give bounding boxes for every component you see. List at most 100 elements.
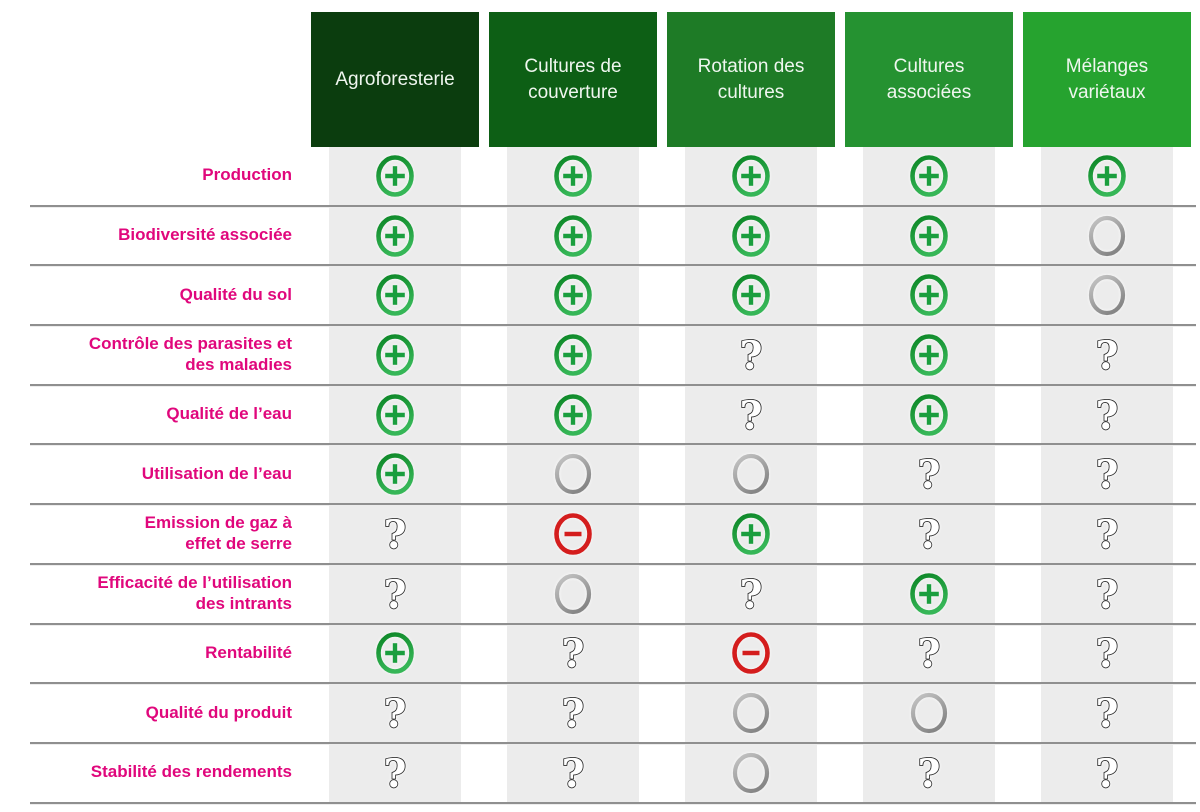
svg-text:?: ? [562,631,585,677]
plus-circle-icon [907,271,951,319]
question-mark-icon: ? [907,629,951,677]
table-cell [662,743,840,802]
column-stripe [329,743,461,802]
table-cell [1018,266,1196,325]
question-mark-icon: ? [1085,391,1129,439]
column-stripe [1041,564,1173,623]
header-column: Rotation des cultures [662,12,840,147]
header-column: Cultures de couverture [484,12,662,147]
svg-text:?: ? [1096,572,1119,618]
minus-circle-icon [729,629,773,677]
question-mark-icon: ? [373,570,417,618]
plus-circle-icon [551,271,595,319]
table-cell: ? [484,743,662,802]
column-stripe [507,624,639,683]
plus-circle-icon [907,391,951,439]
column-header: Cultures de couverture [489,12,657,147]
table-cell: ? [306,505,484,563]
table-row: Emission de gaz à effet de serre??? [30,505,1196,565]
row-label: Qualité de l’eau [166,404,292,424]
table-cell [662,684,840,742]
svg-text:?: ? [1096,333,1119,379]
svg-text:?: ? [1096,691,1119,737]
table-row: Contrôle des parasites et des maladies?? [30,326,1196,386]
question-mark-icon: ? [907,749,951,797]
question-mark-icon: ? [1085,689,1129,737]
table-cell: ? [1018,564,1196,623]
column-stripe [863,445,995,504]
empty-circle-icon [1085,212,1129,260]
question-mark-icon: ? [1085,331,1129,379]
svg-text:?: ? [1096,393,1119,439]
table-cell [840,385,1018,444]
table-cell: ? [1018,445,1196,504]
table-cell [306,445,484,504]
plus-circle-icon [729,152,773,200]
table-cell: ? [662,385,840,444]
svg-text:?: ? [384,691,407,737]
table-cell: ? [306,564,484,623]
table-cell [840,326,1018,384]
svg-text:?: ? [740,393,763,439]
svg-text:?: ? [384,751,407,797]
table-cell [306,266,484,325]
table-cell [840,684,1018,742]
table-cell: ? [1018,326,1196,384]
plus-circle-icon [1085,152,1129,200]
table-row: Qualité de l’eau?? [30,385,1196,446]
plus-circle-icon [551,331,595,379]
row-label: Production [202,165,292,185]
table-cell [484,445,662,504]
plus-circle-icon [907,331,951,379]
table-cell [306,624,484,683]
table-cell [662,505,840,563]
svg-text:?: ? [384,572,407,618]
question-mark-icon: ? [907,510,951,558]
column-header-label: Agroforesterie [335,68,455,90]
column-stripe [329,505,461,563]
plus-circle-icon [907,570,951,618]
column-stripe [863,624,995,683]
column-stripe [863,505,995,563]
column-stripe [1041,505,1173,563]
header-spacer [30,12,306,147]
plus-circle-icon [729,212,773,260]
row-label: Rentabilité [205,642,292,662]
column-stripe [863,743,995,802]
empty-circle-icon [907,689,951,737]
question-mark-icon: ? [1085,450,1129,498]
svg-text:?: ? [562,751,585,797]
table-row: Qualité du produit??? [30,684,1196,744]
table-cell: ? [840,624,1018,683]
table-row: Production [30,147,1196,207]
table-row: Efficacité de l’utilisation des intrants… [30,564,1196,625]
table-cell [306,147,484,205]
svg-text:?: ? [384,512,407,558]
table-cell: ? [1018,385,1196,444]
column-stripe [685,326,817,384]
table-cell: ? [484,624,662,683]
svg-text:?: ? [562,691,585,737]
plus-circle-icon [373,331,417,379]
svg-text:?: ? [918,452,941,498]
question-mark-icon: ? [373,689,417,737]
table-cell: ? [1018,505,1196,563]
column-stripe [1041,684,1173,742]
empty-circle-icon [551,570,595,618]
table-cell [1018,147,1196,205]
row-label: Emission de gaz à effet de serre [144,513,292,553]
row-label: Biodiversité associée [118,225,292,245]
question-mark-icon: ? [729,391,773,439]
empty-circle-icon [729,450,773,498]
row-label: Utilisation de l’eau [141,463,292,483]
header-column: Cultures associées [840,12,1018,147]
plus-circle-icon [373,152,417,200]
column-stripe [685,564,817,623]
column-header-label: Mélanges variétaux [1065,56,1149,103]
table-cell [662,445,840,504]
table-cell [662,206,840,265]
table-cell [484,385,662,444]
svg-text:?: ? [1096,512,1119,558]
row-label: Qualité du produit [145,702,292,722]
table-cell: ? [306,743,484,802]
